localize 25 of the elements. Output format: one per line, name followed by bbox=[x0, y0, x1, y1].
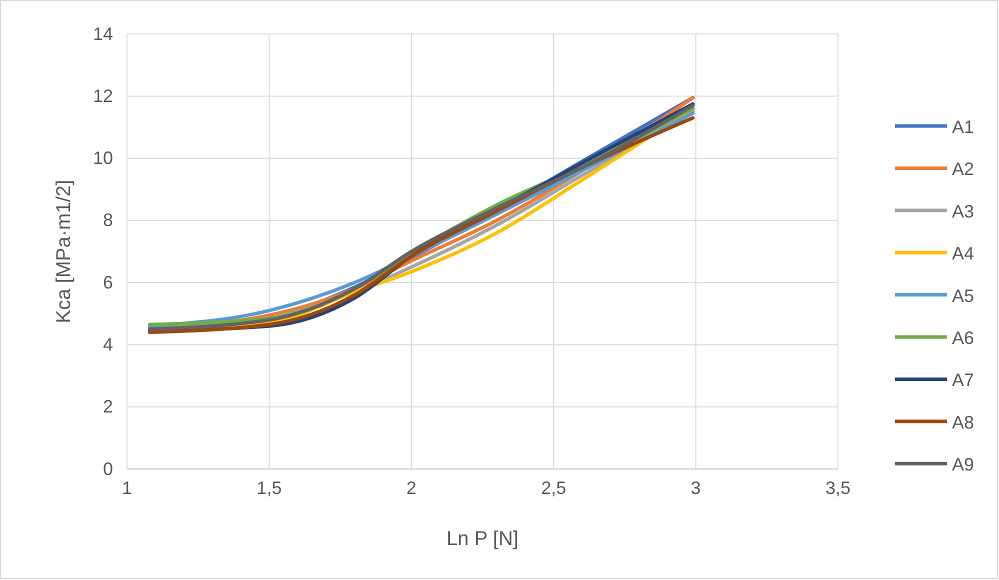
legend-label: A2 bbox=[952, 159, 974, 180]
legend-label: A8 bbox=[952, 412, 974, 432]
y-tick-label: 6 bbox=[102, 272, 113, 292]
x-axis-title: Ln P [N] bbox=[446, 528, 518, 550]
y-tick-label: 4 bbox=[102, 334, 113, 354]
y-tick-label: 10 bbox=[92, 148, 113, 168]
y-tick-label: 0 bbox=[102, 458, 113, 479]
x-tick-label: 3,5 bbox=[825, 478, 851, 498]
y-axis-title: Kca [MPa·m1/2] bbox=[53, 180, 75, 324]
x-tick-label: 2 bbox=[406, 478, 416, 498]
legend-label: A5 bbox=[952, 286, 974, 306]
x-tick-label: 1,5 bbox=[256, 478, 282, 498]
legend-label: A1 bbox=[952, 117, 974, 137]
legend-label: A4 bbox=[952, 244, 974, 264]
y-tick-label: 14 bbox=[92, 24, 113, 44]
y-tick-label: 2 bbox=[102, 396, 113, 417]
x-tick-label: 3 bbox=[690, 478, 701, 498]
legend-label: A7 bbox=[952, 370, 974, 390]
x-tick-label: 2,5 bbox=[541, 478, 566, 498]
x-tick-label: 1 bbox=[122, 478, 132, 498]
legend-label: A6 bbox=[952, 328, 974, 348]
y-tick-label: 8 bbox=[102, 210, 113, 230]
legend-label: A9 bbox=[952, 454, 974, 475]
legend-label: A3 bbox=[952, 201, 974, 222]
y-tick-label: 12 bbox=[92, 86, 113, 106]
